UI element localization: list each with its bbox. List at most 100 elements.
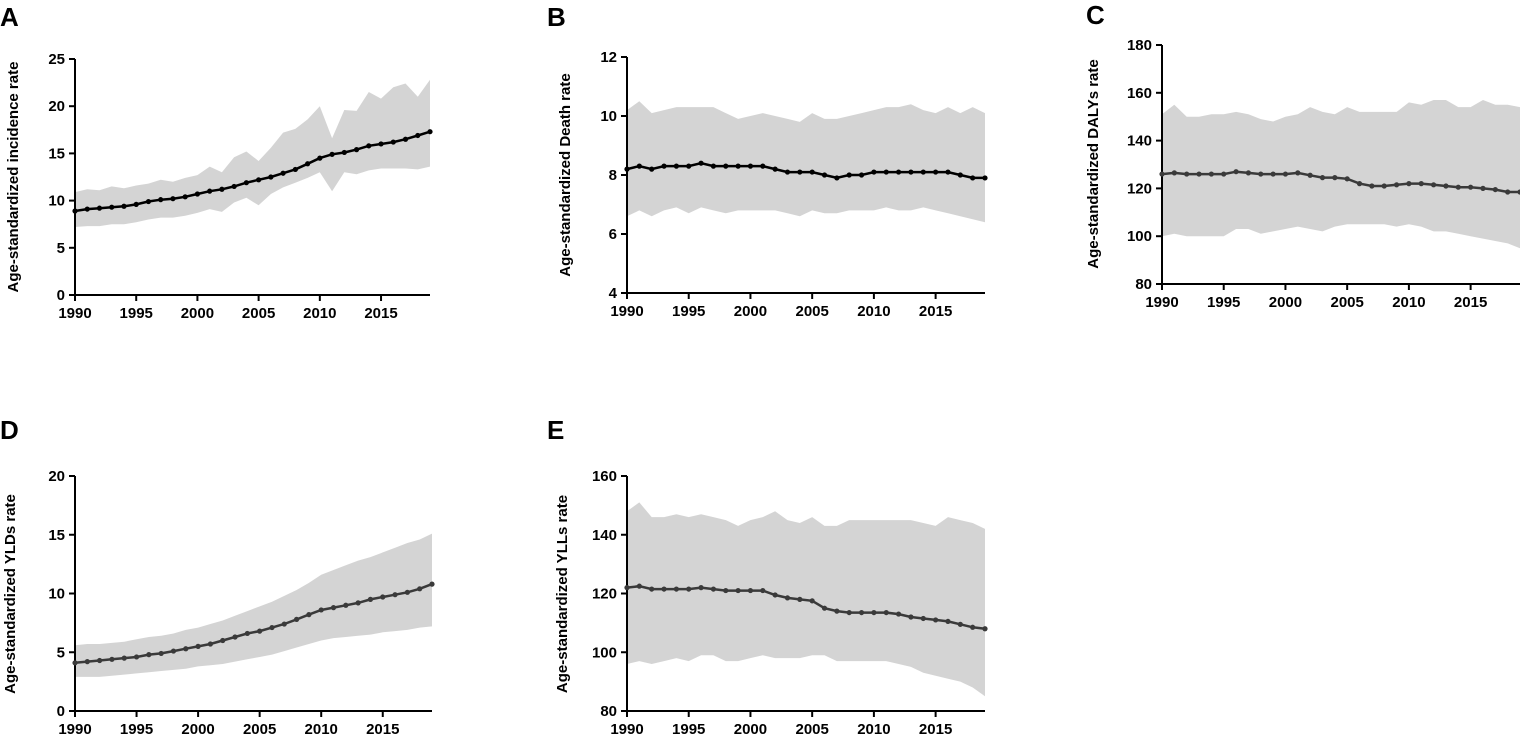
y-axis-label-b: Age-standardized Death rate [557,73,574,276]
x-tick-label: 1995 [120,721,153,738]
y-tick-label: 140 [1127,133,1152,150]
data-point [1295,170,1301,176]
y-tick-label: 10 [600,108,617,125]
x-tick-label: 1995 [120,305,153,322]
data-point [636,583,642,589]
data-point [404,589,410,595]
data-point [268,174,274,180]
data-point [933,617,939,623]
data-point [158,650,164,657]
panel-letter-e: E [547,415,564,445]
data-point [145,198,152,205]
data-point [318,607,324,613]
data-point [821,605,828,611]
data-point [121,655,127,661]
data-point [784,595,791,601]
data-point [244,630,250,637]
data-point [747,163,754,169]
x-tick-label: 1990 [610,721,643,738]
data-point [1468,184,1474,190]
data-point [686,586,692,592]
data-point [735,163,741,169]
data-point [1455,184,1461,190]
data-point [809,598,815,604]
data-point [920,169,926,175]
data-point [257,628,263,634]
x-tick-label: 2015 [1454,294,1487,311]
data-point [834,175,840,181]
y-tick-label: 180 [1127,37,1152,54]
data-point [96,205,103,211]
data-point [330,605,337,611]
data-point [1319,175,1326,181]
data-point [1344,176,1350,182]
data-point [945,169,951,175]
data-point [1443,183,1449,189]
y-axis-label-d: Age-standardized YLDs rate [2,494,19,694]
data-point [194,191,201,197]
data-point [636,163,642,169]
data-point [1369,183,1375,189]
data-point [231,183,237,190]
uncertainty-band-a [75,79,430,227]
x-tick-label: 2000 [181,721,214,738]
data-point [121,203,127,209]
data-point [280,170,286,176]
data-point [207,188,213,194]
data-point [673,163,679,169]
data-point [195,643,201,649]
y-tick-label: 8 [609,167,617,184]
data-point [834,608,840,614]
data-point [170,196,176,202]
data-point [84,659,90,665]
data-point [417,586,423,592]
y-tick-label: 20 [48,468,65,485]
x-tick-label: 2005 [795,303,828,320]
data-point [380,594,386,600]
x-tick-label: 1995 [672,303,705,320]
data-point [710,586,717,592]
y-tick-label: 120 [592,586,617,603]
data-point [661,586,667,592]
data-point [1245,170,1252,176]
data-point [72,208,78,214]
y-tick-label: 15 [48,527,65,544]
data-point [772,166,778,172]
data-point [871,609,877,616]
data-point [1270,171,1276,177]
data-point [133,654,140,660]
data-point [957,172,963,178]
y-tick-label: 6 [609,226,617,243]
data-point [367,596,374,602]
y-tick-label: 5 [57,644,65,661]
panel-letter-b: B [547,2,566,32]
data-point [858,609,865,616]
data-point [306,612,312,618]
x-tick-label: 2010 [1392,294,1425,311]
data-point [649,166,655,172]
data-point [871,169,877,175]
panel-d: 0 5 10 15 20 1990 1995 2000 2005 2010 2015 Age-stan… [0,415,435,738]
x-tick-label: 1995 [672,721,705,738]
y-tick-label: 160 [592,468,617,485]
data-point [329,151,335,157]
y-tick-label: 80 [1135,276,1152,293]
y-tick-label: 80 [600,703,617,720]
data-point [366,143,372,149]
data-point [723,163,729,169]
data-point [735,587,741,594]
x-tick-label: 2015 [364,305,397,322]
uncertainty-band-b [627,101,985,223]
data-point [293,616,300,622]
y-tick-label: 25 [48,51,65,68]
data-point [84,206,90,212]
data-point [797,169,803,175]
data-point [982,626,988,632]
x-tick-label: 2005 [795,721,828,738]
data-point [158,197,164,203]
data-point [957,621,963,627]
x-tick-label: 2005 [243,721,276,738]
data-point [760,163,766,169]
data-point [970,624,976,630]
data-point [392,592,398,598]
